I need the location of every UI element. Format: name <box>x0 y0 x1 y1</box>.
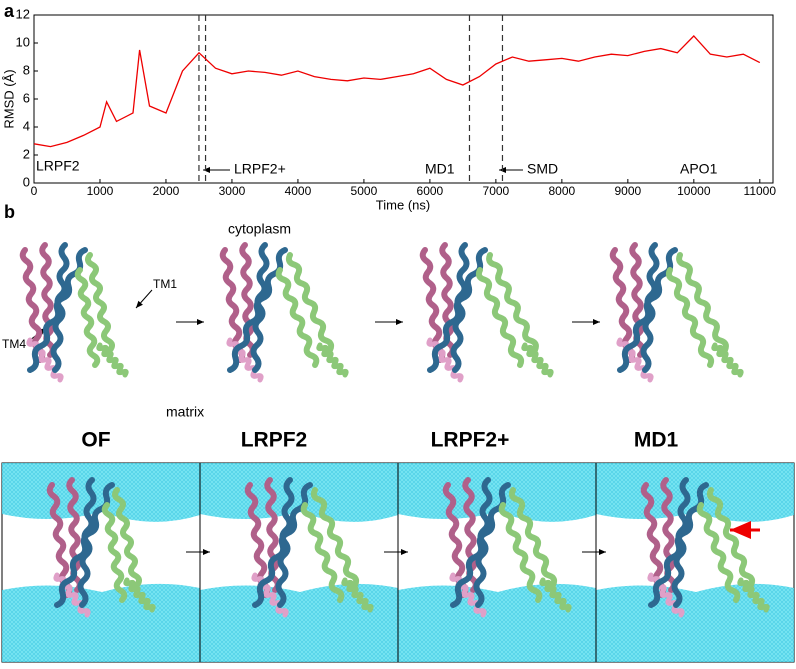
helix <box>50 242 70 373</box>
y-tick-label: 2 <box>23 146 30 161</box>
x-tick-label: 6000 <box>417 184 444 198</box>
helix <box>676 252 729 353</box>
helix <box>696 502 741 603</box>
x-tick-label: 10000 <box>677 184 711 198</box>
helix <box>85 252 115 353</box>
annotation: SMD <box>527 161 558 177</box>
y-tick-label: 6 <box>23 90 30 105</box>
helix <box>101 502 128 603</box>
helix <box>498 502 543 603</box>
y-tick-label: 12 <box>16 6 30 21</box>
x-tick-label: 4000 <box>285 184 312 198</box>
x-tick-label: 7000 <box>483 184 510 198</box>
membrane-band <box>200 583 398 662</box>
state-label: OF <box>81 429 110 452</box>
helix <box>665 267 715 368</box>
helix <box>486 252 539 353</box>
helix <box>74 267 101 368</box>
data-line <box>33 35 761 148</box>
x-axis-label: Time (ns) <box>376 197 430 212</box>
helix <box>112 487 142 588</box>
annotation: MD1 <box>425 161 455 177</box>
helix <box>275 267 320 368</box>
helix <box>77 477 97 608</box>
panel-label: b <box>4 202 15 222</box>
x-tick-label: 8000 <box>549 184 576 198</box>
helix <box>123 577 156 613</box>
y-tick-label: 4 <box>23 118 30 133</box>
x-tick-label: 2000 <box>153 184 180 198</box>
helix <box>473 477 493 608</box>
helix <box>521 342 554 378</box>
membrane-band <box>596 583 794 662</box>
region-label: matrix <box>166 404 204 420</box>
y-tick-label: 10 <box>16 34 30 49</box>
helix <box>475 267 525 368</box>
state-label: LRPF2 <box>241 429 308 452</box>
membrane-band <box>2 583 200 662</box>
state-label: MD1 <box>634 429 679 452</box>
helix <box>737 577 770 613</box>
annotation: LRPF2+ <box>234 161 286 177</box>
helix <box>250 242 270 373</box>
y-tick-label: 0 <box>23 174 30 189</box>
annotation: APO1 <box>680 161 718 177</box>
helix-label: TM1 <box>153 277 177 291</box>
arrow <box>135 289 153 309</box>
x-tick-label: 0 <box>31 184 38 198</box>
membrane-band <box>398 583 596 662</box>
helix <box>275 477 295 608</box>
x-tick-label: 11000 <box>744 184 777 198</box>
y-tick-label: 8 <box>23 62 30 77</box>
structures <box>1 242 795 663</box>
helix <box>96 342 129 378</box>
helix <box>316 342 349 378</box>
helix <box>300 502 345 603</box>
helix <box>640 242 660 373</box>
helix <box>310 487 360 588</box>
helix <box>711 342 744 378</box>
helix <box>671 477 691 608</box>
panel-label: a <box>4 1 15 21</box>
y-axis-label: RMSD (Å) <box>1 69 16 128</box>
helix-label: TM4 <box>2 337 26 351</box>
helix <box>450 242 470 373</box>
state-label: LRPF2+ <box>431 429 510 452</box>
helix <box>508 487 558 588</box>
plot-frame <box>33 14 774 184</box>
x-tick-label: 1000 <box>87 184 114 198</box>
annotation: LRPF2 <box>36 158 80 174</box>
x-tick-label: 5000 <box>351 184 378 198</box>
helix <box>539 577 572 613</box>
region-label: cytoplasm <box>228 221 291 237</box>
helix <box>341 577 374 613</box>
x-tick-label: 3000 <box>219 184 246 198</box>
helix <box>285 252 335 353</box>
x-tick-label: 9000 <box>614 184 641 198</box>
